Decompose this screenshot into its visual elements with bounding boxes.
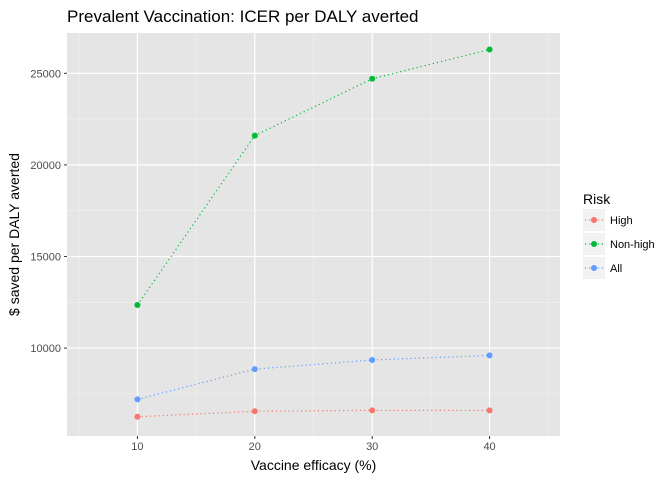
data-point-all — [251, 366, 258, 373]
legend-label-high: High — [610, 215, 633, 227]
legend-key-point — [591, 241, 597, 247]
legend-key-point — [591, 265, 597, 271]
data-point-high — [251, 408, 258, 415]
data-point-all — [134, 396, 141, 403]
chart-title: Prevalent Vaccination: ICER per DALY ave… — [67, 7, 419, 26]
x-tick-label: 30 — [366, 441, 378, 453]
y-axis-title: $ saved per DALY averted — [6, 153, 22, 316]
y-tick-label: 15000 — [30, 251, 61, 263]
data-point-high — [369, 407, 376, 414]
data-point-non-high — [251, 132, 258, 139]
y-axis-ticks: 10000 15000 20000 25000 — [30, 68, 67, 355]
y-tick-label: 10000 — [30, 343, 61, 355]
data-point-high — [486, 407, 493, 414]
legend: Risk High Non-high All — [583, 191, 655, 279]
data-point-all — [369, 356, 376, 363]
legend-title: Risk — [583, 191, 611, 207]
minor-gridlines — [67, 33, 560, 436]
y-tick-label: 20000 — [30, 160, 61, 172]
y-tick-label: 25000 — [30, 68, 61, 80]
data-point-non-high — [134, 302, 141, 309]
legend-key-all — [583, 257, 605, 279]
legend-key-point — [591, 217, 597, 223]
x-tick-label: 20 — [249, 441, 261, 453]
series-layer — [134, 46, 493, 420]
data-point-non-high — [369, 75, 376, 82]
x-tick-label: 10 — [131, 441, 143, 453]
x-axis-ticks: 10 20 30 40 — [131, 436, 496, 453]
x-tick-label: 40 — [483, 441, 495, 453]
legend-label-all: All — [610, 263, 622, 275]
data-point-all — [486, 352, 493, 359]
legend-label-non-high: Non-high — [610, 239, 655, 251]
legend-key-high — [583, 209, 605, 231]
x-axis-title: Vaccine efficacy (%) — [251, 457, 377, 473]
legend-key-non-high — [583, 233, 605, 255]
data-point-high — [134, 413, 141, 420]
data-point-non-high — [486, 46, 493, 53]
